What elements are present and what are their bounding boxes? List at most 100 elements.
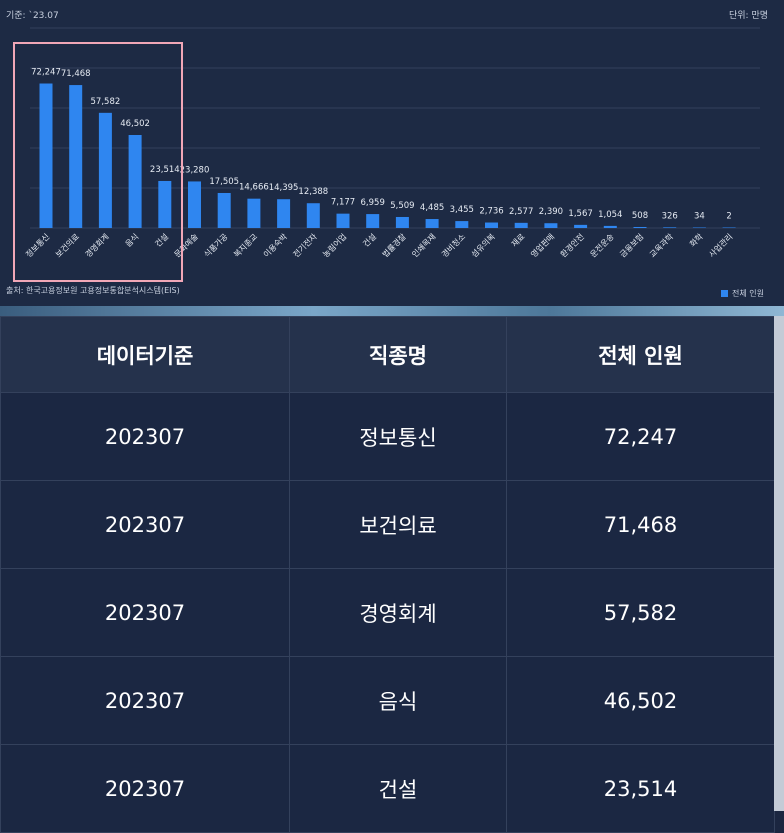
data-label: 3,455 xyxy=(450,205,474,215)
category-tick-label: 법률경찰 xyxy=(380,231,408,259)
cell-job-name: 정보통신 xyxy=(289,392,507,481)
chart-bar xyxy=(128,134,142,228)
legend-label: 전체 인원 xyxy=(732,289,764,298)
cell-job-name: 보건의료 xyxy=(289,480,507,569)
header-job-name: 직종명 xyxy=(289,316,507,393)
cell-data-basis: 202307 xyxy=(0,480,290,569)
category-tick-label: 금융보험 xyxy=(618,232,645,259)
header-data-basis: 데이터기준 xyxy=(0,316,290,393)
category-tick-label: 재료 xyxy=(510,232,527,249)
data-label: 14,666 xyxy=(239,183,269,193)
category-tick-label: 환경안전 xyxy=(558,231,586,259)
data-label: 14,395 xyxy=(269,183,299,193)
chart-bar xyxy=(603,225,617,228)
cell-data-basis: 202307 xyxy=(0,656,290,745)
data-label: 72,247 xyxy=(31,68,61,78)
category-tick-label: 건설 xyxy=(153,231,170,248)
bar-chart: 72,247정보통신71,468보건의료57,582경영회계46,502음식23… xyxy=(24,27,760,259)
table-header-row: 데이터기준 직종명 전체 인원 xyxy=(0,316,775,393)
data-label: 6,959 xyxy=(361,198,385,208)
data-label: 46,502 xyxy=(120,119,150,129)
data-label: 34 xyxy=(694,212,705,222)
page-edge xyxy=(774,316,784,811)
category-tick-label: 운전운송 xyxy=(588,231,616,259)
category-tick-label: 농림어업 xyxy=(321,231,349,259)
chart-panel: 72,247 정보통신 71,468 보건의료 57,582 경영회계 46,502 음식 23… xyxy=(0,0,784,306)
category-tick-label: 정보통신 xyxy=(24,231,52,259)
category-tick-label: 교육과학 xyxy=(647,231,675,259)
source-note: 출처: 한국고용정보원 고용정보통합분석시스템(EIS) xyxy=(6,286,180,295)
chart-bar xyxy=(722,227,736,228)
data-label: 17,505 xyxy=(209,177,239,187)
category-tick-label: 경영회계 xyxy=(83,231,111,259)
cell-data-basis: 202307 xyxy=(0,392,290,481)
data-label: 71,468 xyxy=(61,69,91,79)
data-label: 57,582 xyxy=(91,97,121,107)
legend-swatch xyxy=(721,290,729,297)
chart-bar xyxy=(98,112,112,228)
table-row: 202307 건설 23,514 xyxy=(0,744,775,833)
chart-bar xyxy=(663,227,677,228)
data-label: 508 xyxy=(632,211,648,221)
cell-job-name: 경영회계 xyxy=(289,568,507,657)
chart-bar xyxy=(395,216,409,228)
data-label: 5,509 xyxy=(390,201,414,211)
chart-legend: 전체 인원 xyxy=(721,288,764,299)
cell-data-basis: 202307 xyxy=(0,744,290,833)
category-tick-label: 건설 xyxy=(361,231,378,248)
chart-bar xyxy=(217,192,231,228)
cell-job-name: 건설 xyxy=(289,744,507,833)
data-label: 23,280 xyxy=(180,165,210,175)
table-row: 202307 보건의료 71,468 xyxy=(0,480,775,569)
category-tick-label: 이용숙박 xyxy=(261,231,289,259)
category-tick-label: 경비청소 xyxy=(439,231,467,259)
chart-bar xyxy=(425,219,439,228)
cell-total-count: 57,582 xyxy=(506,568,775,657)
data-label: 1,054 xyxy=(598,210,622,220)
category-tick-label: 식품가공 xyxy=(202,232,229,259)
data-basis-note: 기준: `23.07 xyxy=(6,11,59,21)
category-tick-label: 인쇄목재 xyxy=(410,231,438,259)
category-tick-label: 보건의료 xyxy=(53,231,81,259)
chart-bar xyxy=(277,199,291,228)
cell-total-count: 72,247 xyxy=(506,392,775,481)
header-total-count: 전체 인원 xyxy=(506,316,775,393)
cell-total-count: 46,502 xyxy=(506,656,775,745)
chart-bar xyxy=(574,224,588,228)
table-row: 202307 음식 46,502 xyxy=(0,656,775,745)
chart-bar xyxy=(485,222,498,228)
cell-total-count: 71,468 xyxy=(506,480,775,569)
data-label: 12,388 xyxy=(298,187,328,197)
data-label: 1,567 xyxy=(568,209,592,219)
cell-total-count: 23,514 xyxy=(506,744,775,833)
data-label: 2 xyxy=(726,212,731,222)
data-table: 데이터기준 직종명 전체 인원 202307 정보통신 72,247 20230… xyxy=(0,316,775,833)
table-row: 202307 정보통신 72,247 xyxy=(0,392,775,481)
cell-job-name: 음식 xyxy=(289,656,507,745)
chart-bar xyxy=(306,203,320,228)
unit-note: 단위: 만명 xyxy=(728,11,768,21)
category-tick-label: 영업판매 xyxy=(528,231,556,259)
chart-bar xyxy=(69,85,83,229)
chart-bar xyxy=(366,214,380,228)
section-separator xyxy=(0,306,784,316)
chart-bar xyxy=(39,83,53,228)
category-tick-label: 문화예술 xyxy=(172,231,200,259)
data-label: 2,577 xyxy=(509,207,533,217)
data-label: 2,390 xyxy=(539,207,563,217)
chart-bar xyxy=(188,181,201,228)
chart-bar xyxy=(455,221,469,228)
category-tick-label: 전기전자 xyxy=(291,231,319,259)
chart-bar xyxy=(336,213,350,228)
category-tick-label: 복지종교 xyxy=(232,232,259,259)
table-row: 202307 경영회계 57,582 xyxy=(0,568,775,657)
chart-bar xyxy=(633,226,647,228)
cell-data-basis: 202307 xyxy=(0,568,290,657)
data-label: 23,514 xyxy=(150,165,180,175)
chart-bar xyxy=(247,198,261,228)
category-tick-label: 화학 xyxy=(687,231,705,249)
category-tick-label: 사업관리 xyxy=(707,231,735,259)
data-label: 326 xyxy=(662,211,678,221)
data-label: 7,177 xyxy=(331,198,355,208)
chart-bar xyxy=(158,180,172,228)
